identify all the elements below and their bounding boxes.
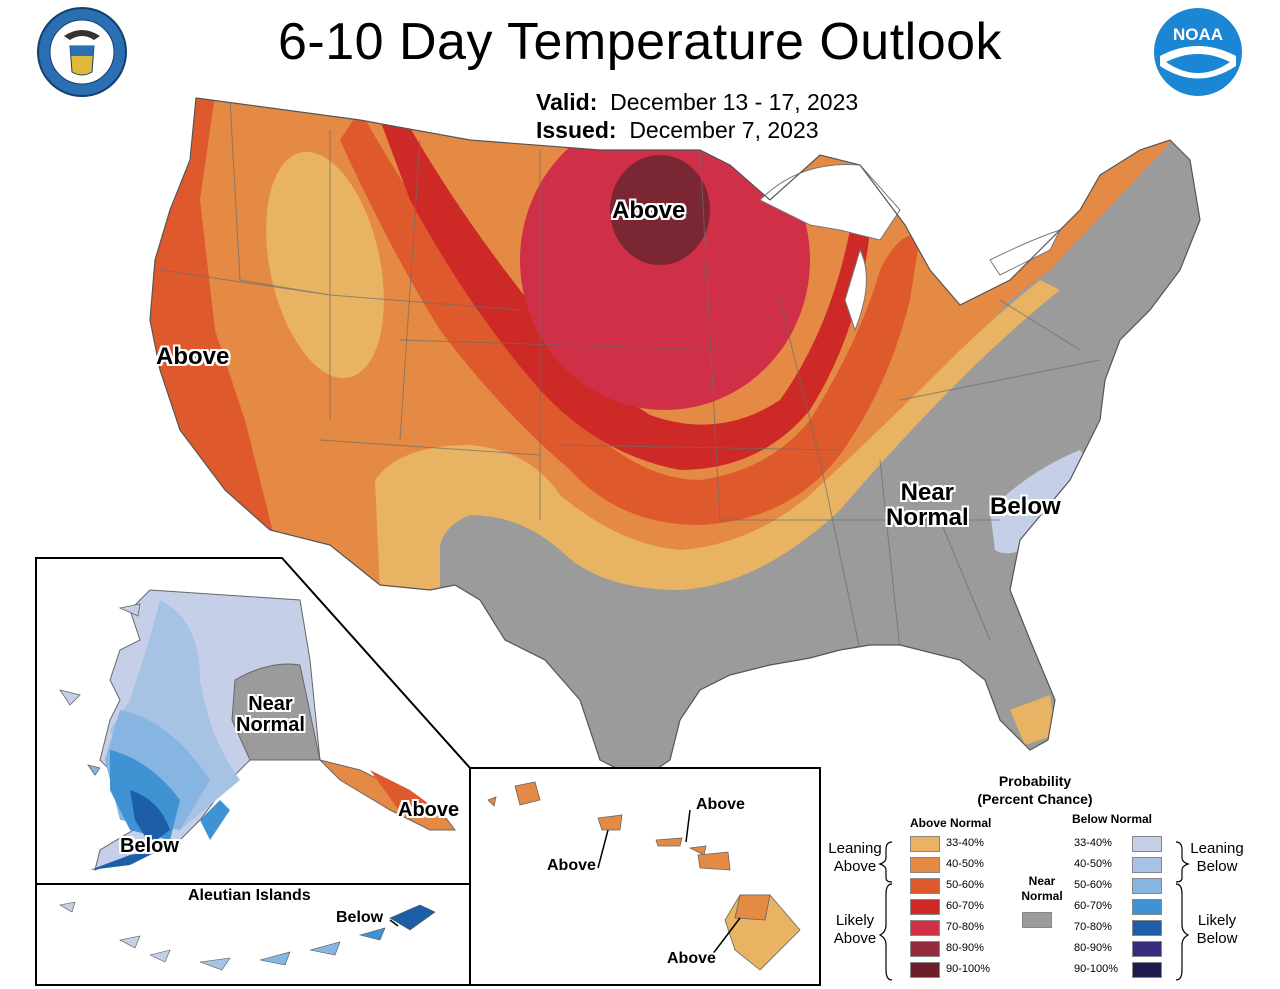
conus-outline [149, 97, 1201, 781]
legend-above-swatch-1 [910, 857, 940, 873]
legend-likely-below-line2: Below [1196, 930, 1238, 947]
legend-likely-below: Likely Below [1182, 912, 1252, 948]
noaa-logo-text: NOAA [1173, 25, 1223, 44]
label-near-normal-east: Near Normal [886, 479, 969, 532]
probability-legend: Probability (Percent Chance) Above Norma… [820, 770, 1260, 985]
legend-above-label-3: 60-70% [946, 900, 984, 912]
label-aleutian-below: Below [336, 909, 384, 926]
date-block: Valid: December 13 - 17, 2023 Issued: De… [536, 88, 858, 144]
label-below-east: Below [990, 493, 1061, 520]
issued-label: Issued: [536, 117, 617, 143]
legend-likely-below-line1: Likely [1197, 912, 1237, 929]
label-alaska-near-normal: Near Normal [236, 694, 305, 736]
legend-likely-above-line1: Likely [835, 912, 875, 929]
legend-above-label-2: 50-60% [946, 879, 984, 891]
label-aleutian-title: Aleutian Islands [188, 887, 311, 904]
label-alaska-near-line2: Normal [236, 714, 305, 736]
legend-likely-above: Likely Above [822, 912, 888, 948]
label-near-normal-line1: Near [900, 479, 955, 506]
legend-near-normal-head: Near Normal [1012, 874, 1072, 904]
legend-above-label-1: 40-50% [946, 858, 984, 870]
hawaii-callout-line [597, 829, 609, 869]
label-hawaii-above-1: Above [696, 796, 745, 813]
legend-below-label-2: 50-60% [1074, 879, 1112, 891]
legend-below-swatch-3 [1132, 899, 1162, 915]
legend-below-label-4: 70-80% [1074, 921, 1112, 933]
legend-title-line2: (Percent Chance) [977, 791, 1093, 807]
legend-below-label-0: 33-40% [1074, 837, 1112, 849]
legend-below-head: Below Normal [1072, 812, 1153, 826]
legend-near-normal-swatch [1022, 912, 1052, 928]
legend-below-swatch-4 [1132, 920, 1162, 936]
label-above-west: Above [156, 343, 230, 370]
legend-above-swatch-5 [910, 941, 940, 957]
label-alaska-above: Above [398, 799, 460, 821]
legend-below-label-5: 80-90% [1074, 942, 1112, 954]
legend-title: Probability (Percent Chance) [940, 772, 1130, 808]
legend-braces [878, 841, 1190, 981]
noaa-logo-icon: NOAA [1154, 8, 1242, 96]
legend-above-head: Above Normal [910, 816, 992, 830]
commerce-seal-icon [37, 7, 127, 97]
legend-above-swatch-2 [910, 878, 940, 894]
legend-near-line2: Normal [1021, 889, 1063, 903]
legend-below-swatch-5 [1132, 941, 1162, 957]
legend-leaning-below-line2: Below [1196, 858, 1238, 875]
issued-date: December 7, 2023 [629, 117, 819, 143]
legend-leaning-below-line1: Leaning [1190, 840, 1244, 857]
legend-title-line1: Probability [998, 773, 1072, 789]
label-near-normal-line2: Normal [886, 504, 969, 532]
legend-above-label-4: 70-80% [946, 921, 984, 933]
label-above-north: Above [612, 197, 686, 224]
legend-leaning-above-line2: Above [833, 858, 877, 875]
legend-below-label-6: 90-100% [1074, 963, 1119, 975]
label-hawaii-above-2: Above [547, 857, 596, 874]
legend-above-swatch-3 [910, 899, 940, 915]
aleutian-callout-line [389, 919, 399, 927]
legend-below-label-1: 40-50% [1074, 858, 1112, 870]
legend-leaning-below: Leaning Below [1182, 840, 1252, 876]
legend-likely-above-line2: Above [833, 930, 877, 947]
legend-below-swatch-1 [1132, 857, 1162, 873]
valid-dates: December 13 - 17, 2023 [610, 89, 859, 115]
label-alaska-below: Below [120, 835, 179, 857]
hawaii-callout-line [711, 917, 741, 956]
legend-leaning-above-line1: Leaning [828, 840, 882, 857]
legend-below-swatch-2 [1132, 878, 1162, 894]
legend-above-label-0: 33-40% [946, 837, 984, 849]
legend-above-label-5: 80-90% [946, 942, 984, 954]
legend-above-swatch-0 [910, 836, 940, 852]
legend-leaning-above: Leaning Above [822, 840, 888, 876]
legend-below-swatch-6 [1132, 962, 1162, 978]
aleutian-chain [59, 901, 436, 971]
hawaii-islands [487, 781, 801, 971]
valid-label: Valid: [536, 89, 598, 115]
label-alaska-near-line1: Near [248, 693, 293, 715]
legend-below-swatch-0 [1132, 836, 1162, 852]
legend-below-label-3: 60-70% [1074, 900, 1112, 912]
legend-near-line1: Near [1028, 874, 1056, 888]
alaska-shading [59, 589, 456, 871]
label-hawaii-above-3: Above [667, 950, 716, 967]
legend-above-swatch-6 [910, 962, 940, 978]
legend-above-swatch-4 [910, 920, 940, 936]
map-title: 6-10 Day Temperature Outlook [277, 13, 1003, 71]
legend-above-label-6: 90-100% [946, 963, 991, 975]
hawaii-callout-line [685, 809, 691, 843]
